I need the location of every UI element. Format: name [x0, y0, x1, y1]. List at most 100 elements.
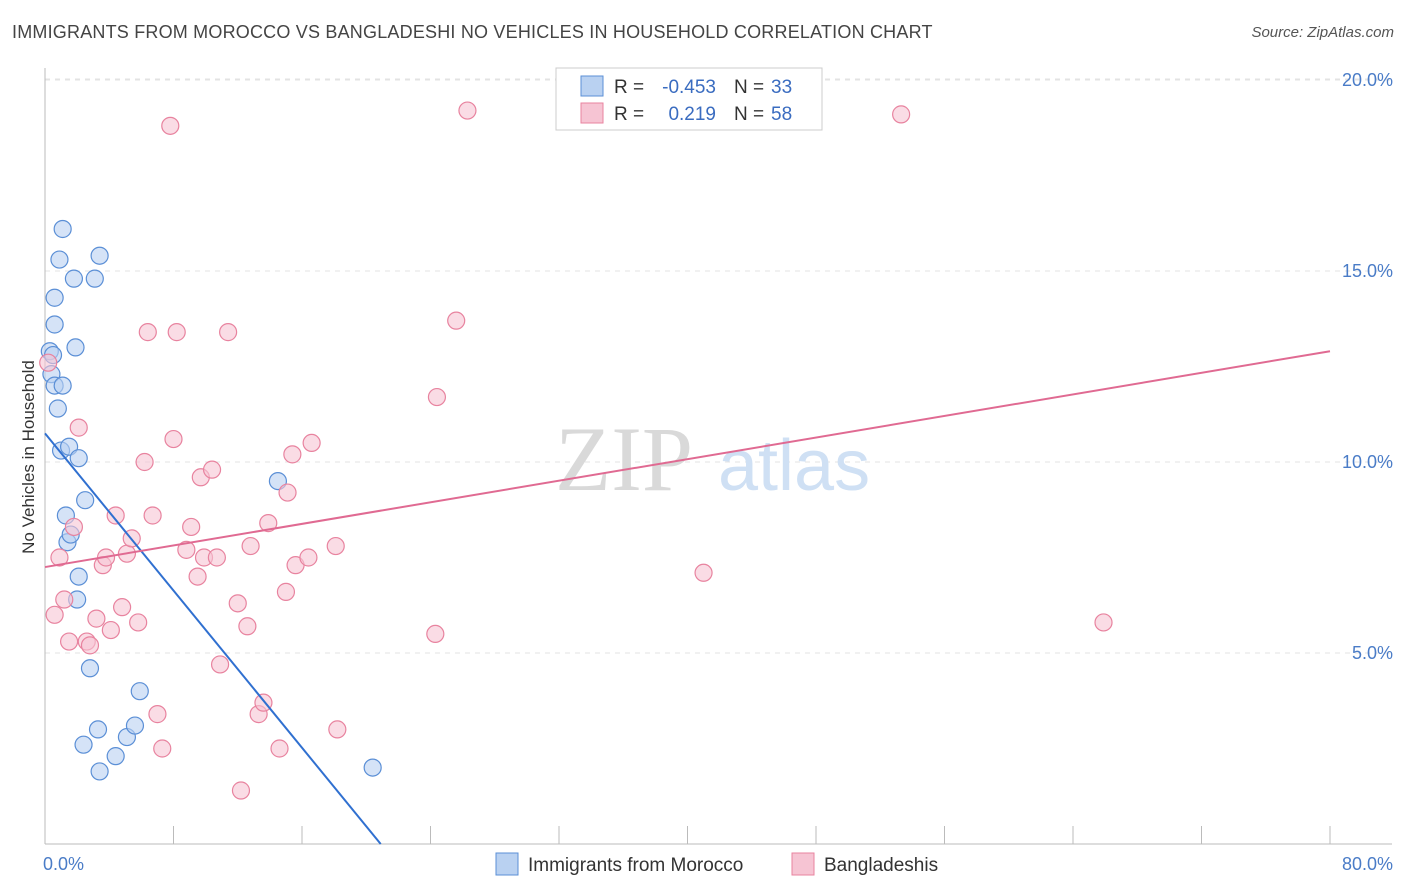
- point-bangladeshis: [50, 548, 69, 567]
- point-bangladeshis: [112, 598, 132, 617]
- point-morocco: [53, 376, 72, 395]
- point-bangladeshis: [238, 617, 257, 636]
- point-morocco: [48, 399, 67, 418]
- y-tick-label: 15.0%: [1342, 261, 1393, 281]
- point-morocco: [45, 315, 64, 334]
- point-bangladeshis: [164, 429, 183, 449]
- legend: Immigrants from Morocco Bangladeshis: [495, 852, 938, 876]
- point-bangladeshis: [283, 445, 302, 464]
- point-morocco: [64, 269, 84, 288]
- point-bangladeshis: [167, 323, 186, 342]
- point-morocco: [90, 762, 109, 781]
- point-bangladeshis: [143, 506, 162, 525]
- axes: [44, 68, 1392, 845]
- point-morocco: [363, 758, 382, 777]
- stats-n-label-bangladeshis: N =: [734, 104, 764, 125]
- point-bangladeshis: [135, 452, 154, 472]
- point-bangladeshis: [138, 323, 157, 342]
- watermark: ZIP atlas: [555, 408, 870, 510]
- legend-swatch-bangladeshis: [791, 852, 815, 876]
- watermark-zip: ZIP: [555, 408, 693, 510]
- point-morocco: [76, 491, 95, 510]
- point-bangladeshis: [447, 311, 466, 330]
- scatter-points: [39, 101, 1113, 800]
- point-bangladeshis: [276, 582, 296, 601]
- point-bangladeshis: [302, 433, 321, 452]
- stats-swatch-morocco: [580, 75, 604, 97]
- point-bangladeshis: [210, 655, 230, 674]
- point-bangladeshis: [1094, 613, 1113, 632]
- point-morocco: [88, 720, 108, 739]
- point-bangladeshis: [69, 418, 88, 437]
- point-morocco: [69, 449, 88, 468]
- point-bangladeshis: [458, 101, 477, 120]
- point-bangladeshis: [129, 613, 148, 632]
- stats-n-label-morocco: N =: [734, 77, 764, 98]
- point-bangladeshis: [328, 720, 347, 739]
- point-bangladeshis: [207, 548, 226, 567]
- y-axis-title: No Vehicles in Household: [19, 360, 38, 554]
- point-bangladeshis: [153, 739, 172, 758]
- trend-lines: [44, 350, 1331, 845]
- point-bangladeshis: [299, 548, 318, 567]
- point-bangladeshis: [892, 105, 911, 124]
- point-bangladeshis: [188, 567, 207, 586]
- point-morocco: [45, 288, 64, 307]
- point-morocco: [90, 246, 109, 265]
- point-bangladeshis: [39, 353, 58, 372]
- point-bangladeshis: [241, 536, 260, 556]
- point-bangladeshis: [55, 590, 74, 609]
- point-morocco: [66, 338, 85, 357]
- point-morocco: [106, 747, 125, 766]
- stats-swatch-bangladeshis: [580, 102, 604, 124]
- legend-label-bangladeshis: Bangladeshis: [824, 855, 938, 876]
- y-tick-label: 10.0%: [1342, 452, 1393, 472]
- stats-n-value-bangladeshis: 58: [771, 104, 792, 125]
- point-bangladeshis: [427, 387, 447, 407]
- point-morocco: [74, 735, 93, 754]
- legend-swatch-morocco: [495, 852, 519, 876]
- trend-line-morocco: [44, 432, 382, 845]
- point-morocco: [53, 219, 72, 239]
- point-bangladeshis: [202, 460, 222, 479]
- point-bangladeshis: [270, 739, 289, 758]
- point-bangladeshis: [106, 506, 125, 525]
- point-bangladeshis: [161, 116, 180, 135]
- legend-label-morocco: Immigrants from Morocco: [528, 855, 743, 876]
- point-bangladeshis: [80, 636, 100, 655]
- source-credit: Source: ZipAtlas.com: [1251, 24, 1394, 41]
- point-morocco: [130, 682, 149, 701]
- point-bangladeshis: [64, 517, 84, 537]
- stats-n-value-morocco: 33: [771, 77, 792, 98]
- point-bangladeshis: [177, 540, 196, 559]
- point-bangladeshis: [219, 323, 238, 342]
- x-tick-label-left: 0.0%: [43, 854, 84, 874]
- point-bangladeshis: [694, 563, 713, 582]
- chart-title: IMMIGRANTS FROM MOROCCO VS BANGLADESHI N…: [12, 22, 933, 42]
- point-morocco: [125, 716, 145, 735]
- stats-box: R = -0.453 N = 33 R = 0.219 N = 58: [555, 67, 823, 131]
- point-bangladeshis: [259, 514, 278, 533]
- point-bangladeshis: [45, 605, 64, 624]
- point-morocco: [85, 269, 104, 288]
- stats-r-label-morocco: R =: [614, 77, 644, 98]
- grid: [45, 78, 1392, 654]
- point-morocco: [80, 659, 100, 678]
- watermark-atlas: atlas: [718, 426, 870, 506]
- point-bangladeshis: [87, 609, 106, 628]
- point-bangladeshis: [231, 781, 251, 800]
- point-bangladeshis: [278, 483, 297, 502]
- point-bangladeshis: [326, 536, 345, 556]
- point-morocco: [50, 250, 69, 269]
- stats-r-value-morocco: -0.453: [662, 77, 716, 98]
- point-morocco: [69, 567, 88, 586]
- y-tick-label: 5.0%: [1352, 643, 1393, 663]
- x-tick-label-right: 80.0%: [1342, 854, 1393, 874]
- point-bangladeshis: [101, 620, 120, 640]
- tick-labels: 5.0% 10.0% 15.0% 20.0% 0.0% 80.0%: [43, 70, 1393, 874]
- point-bangladeshis: [182, 517, 201, 537]
- point-bangladeshis: [148, 705, 167, 724]
- stats-r-value-bangladeshis: 0.219: [668, 104, 716, 125]
- stats-r-label-bangladeshis: R =: [614, 104, 644, 125]
